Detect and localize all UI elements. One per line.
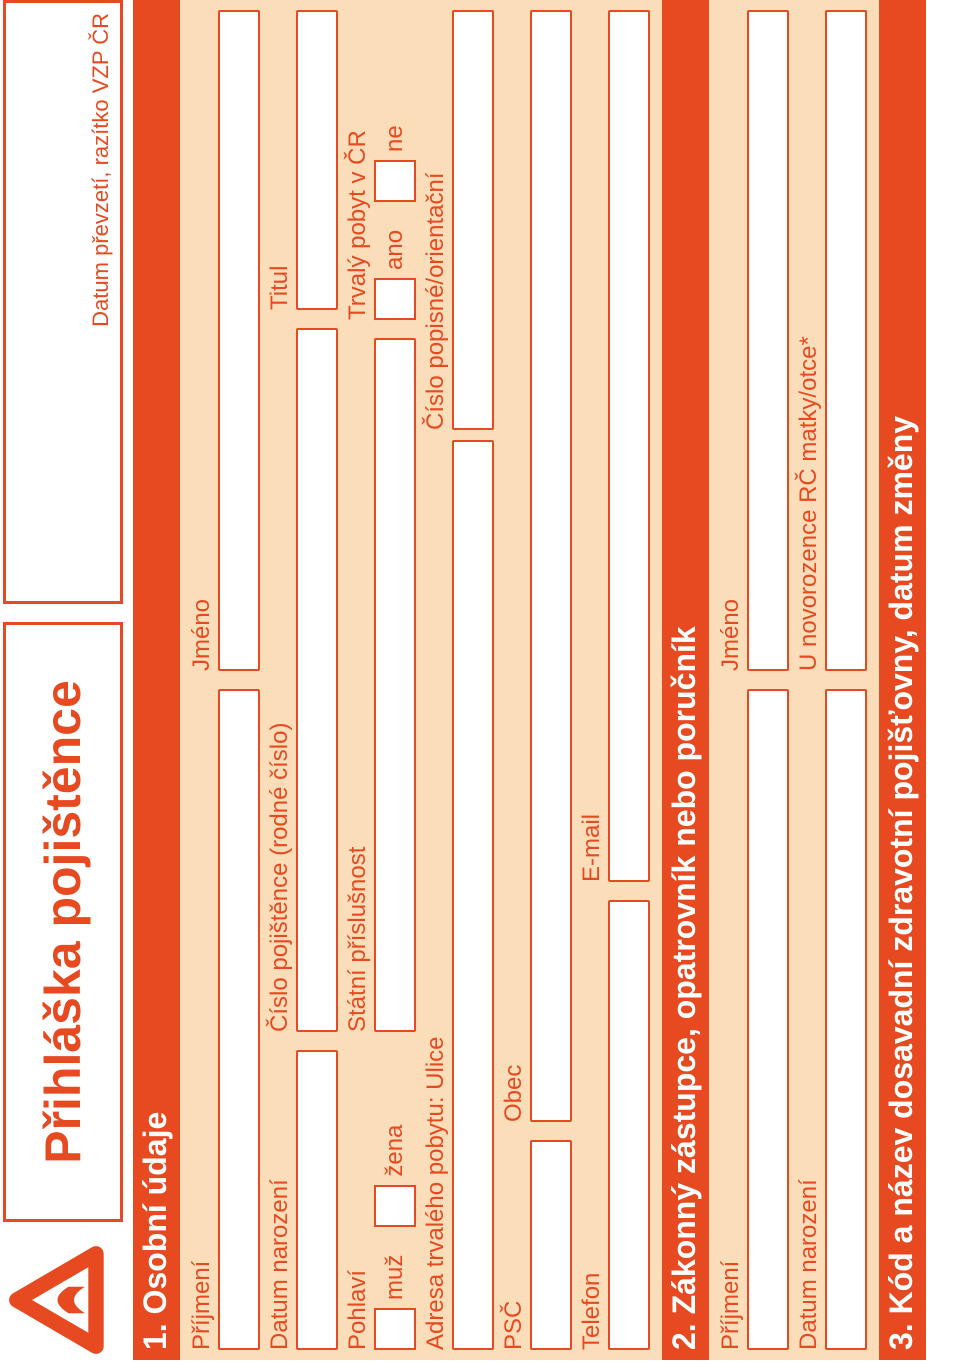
input-g-firstname[interactable] <box>747 10 789 671</box>
label-yes: ano <box>381 230 409 270</box>
section1-body: Příjmení Jméno Datum narození Číslo poji… <box>180 0 662 1360</box>
stamp-box[interactable]: Datum převzetí, razítko VZP ČR <box>3 0 123 604</box>
input-street[interactable] <box>452 440 494 1350</box>
input-titul[interactable] <box>296 10 338 310</box>
label-male: muž <box>381 1255 409 1300</box>
input-surname[interactable] <box>218 689 260 1350</box>
input-firstname[interactable] <box>218 10 260 671</box>
input-newborn[interactable] <box>825 10 867 671</box>
label-residence: Trvalý pobyt v ČR <box>344 10 372 320</box>
label-dob: Datum narození <box>266 1050 294 1350</box>
vzp-logo-icon <box>8 1245 118 1355</box>
header: Přihláška pojištěnce Datum převzetí, raz… <box>3 0 123 1360</box>
label-email: E-mail <box>578 10 606 882</box>
input-city[interactable] <box>530 10 572 1122</box>
input-g-dob[interactable] <box>825 689 867 1350</box>
label-phone: Telefon <box>578 900 606 1350</box>
input-zip[interactable] <box>530 1140 572 1350</box>
label-female: žena <box>381 1125 409 1177</box>
section2-body: Příjmení Jméno Datum narození U novoroze… <box>709 0 879 1360</box>
section3-header: 3. Kód a název dosavadní zdravotní pojiš… <box>879 0 926 1360</box>
label-firstname: Jméno <box>188 10 216 671</box>
label-no: ne <box>381 125 409 152</box>
input-g-surname[interactable] <box>747 689 789 1350</box>
label-g-firstname: Jméno <box>717 10 745 671</box>
title-box: Přihláška pojištěnce <box>3 622 123 1222</box>
checkbox-female[interactable] <box>374 1185 416 1227</box>
input-insnum[interactable] <box>296 328 338 1032</box>
checkbox-residence-yes[interactable] <box>374 278 416 320</box>
stamp-label: Datum převzetí, razítko VZP ČR <box>88 13 114 327</box>
checkbox-male[interactable] <box>374 1308 416 1350</box>
label-street: Adresa trvalého pobytu: Ulice <box>422 440 450 1350</box>
checkbox-residence-no[interactable] <box>374 160 416 202</box>
label-nationality: Státní příslušnost <box>344 338 372 1032</box>
label-city: Obec <box>500 10 528 1122</box>
label-newborn: U novorozence RČ matky/otce* <box>795 10 823 671</box>
input-phone[interactable] <box>608 900 650 1350</box>
label-g-surname: Příjmení <box>717 689 745 1350</box>
section1-header: 1. Osobní údaje <box>133 0 180 1360</box>
input-houseno[interactable] <box>452 10 494 430</box>
label-titul: Titul <box>266 10 294 310</box>
label-insnum: Číslo pojištěnce (rodné číslo) <box>266 328 294 1032</box>
input-email[interactable] <box>608 10 650 882</box>
label-zip: PSČ <box>500 1140 528 1350</box>
input-dob[interactable] <box>296 1050 338 1350</box>
form-title: Přihláška pojištěnce <box>34 680 92 1164</box>
label-g-dob: Datum narození <box>795 689 823 1350</box>
section2-header: 2. Zákonný zástupce, opatrovník nebo por… <box>662 0 709 1360</box>
label-surname: Příjmení <box>188 689 216 1350</box>
label-houseno: Číslo popisné/orientační <box>422 10 450 430</box>
input-nationality[interactable] <box>374 338 416 1032</box>
label-gender: Pohlaví <box>344 1050 372 1350</box>
vzp-logo <box>3 1240 123 1360</box>
